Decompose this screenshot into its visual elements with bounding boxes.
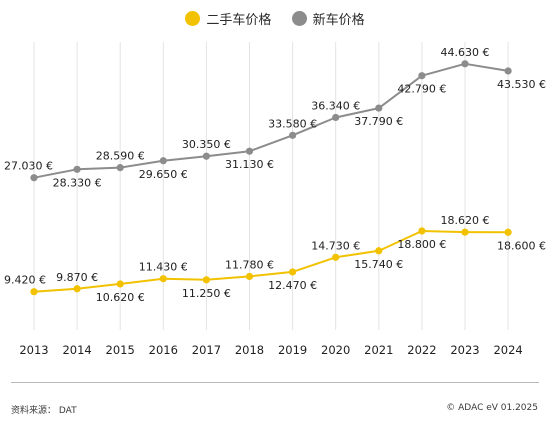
data-point <box>289 131 297 139</box>
legend-item-used: 二手车价格 <box>185 9 271 28</box>
legend-label-new: 新车价格 <box>312 13 365 28</box>
data-point <box>116 280 124 288</box>
data-point <box>202 276 210 284</box>
data-point <box>504 67 512 75</box>
data-point <box>73 285 81 293</box>
chart-legend: 二手车价格 新车价格 <box>0 9 550 30</box>
data-point <box>375 247 383 255</box>
data-label: 15.740 € <box>354 258 403 271</box>
x-tick-label: 2017 <box>192 343 221 357</box>
data-label: 37.790 € <box>354 115 403 128</box>
x-tick-label: 2014 <box>62 343 91 357</box>
x-tick-label: 2023 <box>450 343 479 357</box>
data-label: 31.130 € <box>225 158 274 171</box>
x-tick-label: 2013 <box>19 343 48 357</box>
data-label: 33.580 € <box>268 117 317 130</box>
data-point <box>289 268 297 276</box>
data-label: 27.030 € <box>4 160 53 173</box>
data-label: 30.350 € <box>182 138 231 151</box>
legend-dot-used <box>185 11 201 26</box>
data-label: 44.630 € <box>441 46 490 59</box>
legend-label-used: 二手车价格 <box>206 13 272 28</box>
legend-dot-new <box>291 11 307 26</box>
data-point <box>202 152 210 160</box>
data-label: 10.620 € <box>96 291 145 304</box>
data-point <box>418 72 426 80</box>
x-tick-label: 2015 <box>106 343 135 357</box>
data-label: 29.650 € <box>139 168 188 181</box>
data-point <box>73 165 81 173</box>
x-tick-label: 2020 <box>321 343 350 357</box>
data-label: 36.340 € <box>311 99 360 112</box>
data-point <box>245 272 254 281</box>
source-note: 资料来源： DAT <box>11 406 77 416</box>
data-label: 11.780 € <box>225 258 274 271</box>
data-label: 11.250 € <box>182 287 231 300</box>
x-tick-label: 2016 <box>149 343 178 357</box>
series-line <box>33 230 509 293</box>
data-label: 18.800 € <box>397 238 446 251</box>
data-label: 18.600 € <box>497 239 546 252</box>
copyright-note: © ADAC eV 01.2025 <box>446 403 538 413</box>
data-label: 14.730 € <box>311 239 360 252</box>
data-point <box>30 288 38 296</box>
data-label: 11.430 € <box>139 261 188 274</box>
data-label: 18.620 € <box>441 214 490 227</box>
data-label: 12.470 € <box>268 279 317 292</box>
data-point <box>116 164 124 172</box>
data-label: 28.590 € <box>96 150 145 163</box>
data-point <box>375 104 383 112</box>
data-label: 9.420 € <box>4 274 46 287</box>
x-tick-label: 2024 <box>493 343 522 357</box>
series-line <box>33 62 509 179</box>
data-point <box>332 113 340 122</box>
data-label: 43.530 € <box>497 78 546 91</box>
data-point <box>461 60 469 68</box>
legend-item-new: 新车价格 <box>291 9 365 28</box>
data-point <box>159 157 167 165</box>
data-label: 9.870 € <box>56 271 98 284</box>
line-chart: 2013 2014 2015 2016 2017 2018 2019 2020 2021 2022… <box>4 42 546 357</box>
x-tick-label: 2021 <box>364 343 393 357</box>
data-label: 28.330 € <box>53 176 102 189</box>
data-point <box>159 275 167 283</box>
data-point <box>332 253 340 261</box>
data-point <box>245 147 254 155</box>
data-label: 42.790 € <box>397 83 446 96</box>
x-tick-label: 2018 <box>235 343 264 357</box>
data-point <box>461 228 469 236</box>
data-point <box>30 174 38 182</box>
data-point <box>504 228 512 236</box>
data-point <box>418 227 426 235</box>
footer-divider <box>11 382 539 383</box>
x-tick-label: 2019 <box>278 343 307 357</box>
x-tick-label: 2022 <box>407 343 436 357</box>
